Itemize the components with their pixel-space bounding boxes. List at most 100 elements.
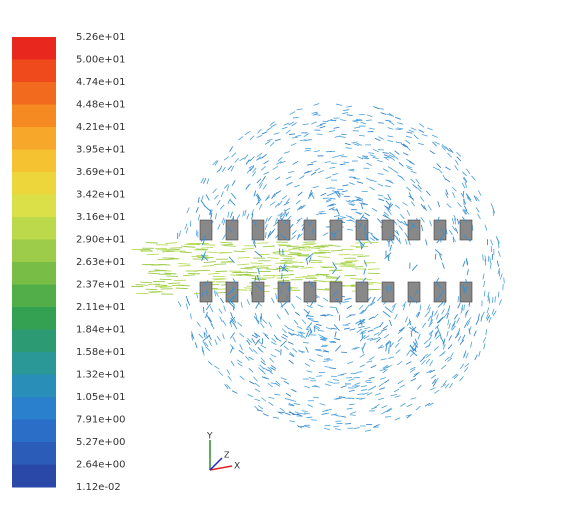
jet-vector — [250, 262, 263, 265]
z-axis — [209, 457, 223, 471]
color-band — [12, 329, 56, 353]
vector — [463, 350, 467, 357]
vector-field — [131, 103, 505, 432]
vector — [254, 276, 257, 283]
vector — [300, 334, 306, 339]
vector — [362, 157, 369, 160]
blade — [459, 219, 473, 241]
vector — [415, 344, 417, 351]
vector — [296, 325, 303, 330]
vector — [430, 316, 433, 323]
vector — [301, 410, 308, 412]
vector — [358, 222, 362, 230]
vector — [322, 314, 329, 316]
vector — [226, 225, 233, 233]
jet-vector — [215, 270, 228, 273]
vector — [498, 299, 502, 306]
vector — [378, 382, 385, 387]
vector — [408, 192, 412, 199]
vector — [230, 312, 234, 319]
vector — [406, 403, 413, 408]
vector — [317, 329, 324, 332]
vector — [451, 186, 457, 192]
blade — [303, 281, 317, 303]
vector — [275, 190, 282, 195]
vector — [399, 214, 405, 220]
vector — [466, 269, 469, 276]
jet-vector — [292, 246, 305, 249]
vector — [231, 180, 236, 186]
vector — [400, 220, 406, 226]
vector — [418, 129, 425, 133]
vector — [378, 397, 385, 401]
vector — [253, 220, 257, 227]
vector — [431, 378, 437, 385]
vector — [391, 303, 397, 308]
vector — [446, 330, 449, 337]
vector — [302, 123, 309, 126]
vector — [295, 199, 301, 205]
vector — [408, 319, 412, 326]
vector — [462, 171, 468, 177]
vector — [405, 316, 408, 323]
vector — [377, 194, 384, 197]
vector — [460, 192, 465, 199]
vector — [313, 384, 320, 388]
vector — [425, 239, 428, 246]
vector — [402, 202, 408, 206]
vector — [454, 159, 459, 166]
vector — [281, 265, 287, 272]
vector — [332, 261, 337, 269]
vector — [395, 128, 402, 131]
vector — [434, 141, 441, 145]
vector — [383, 334, 390, 339]
vector — [441, 145, 446, 151]
vector — [201, 195, 204, 202]
vector — [272, 165, 278, 171]
vector — [371, 406, 377, 410]
vector — [279, 160, 286, 164]
vector — [412, 342, 417, 348]
vector — [305, 346, 309, 353]
vector — [426, 127, 433, 131]
vector — [397, 329, 403, 334]
vector — [353, 427, 360, 429]
vector — [223, 156, 230, 161]
vector — [447, 319, 450, 326]
vector — [465, 279, 468, 286]
vector — [423, 353, 429, 359]
vector — [420, 217, 425, 223]
vector — [289, 420, 296, 423]
color-band — [12, 82, 56, 105]
vector — [365, 233, 368, 240]
vector — [329, 166, 336, 169]
vector — [320, 338, 327, 342]
vector — [212, 188, 217, 194]
vector — [256, 199, 261, 206]
vector — [317, 304, 324, 308]
vector — [435, 330, 439, 337]
vector — [254, 398, 261, 402]
jet-vector — [292, 265, 305, 268]
vector — [334, 344, 342, 352]
vector — [294, 311, 301, 316]
vector — [336, 103, 343, 106]
vector — [344, 142, 351, 146]
vector — [340, 385, 347, 388]
vector — [417, 311, 421, 318]
vector — [342, 301, 349, 303]
vector — [313, 150, 320, 153]
vector — [229, 146, 234, 152]
vector — [263, 376, 270, 380]
vector — [346, 305, 353, 309]
vector — [380, 358, 387, 361]
vector — [497, 291, 500, 298]
vector — [303, 412, 310, 415]
vector — [284, 324, 290, 330]
vector — [392, 169, 399, 174]
vector — [335, 307, 339, 314]
vector — [232, 336, 236, 343]
x-axis — [209, 465, 233, 471]
jet-vector — [330, 249, 343, 252]
vector — [381, 328, 387, 332]
